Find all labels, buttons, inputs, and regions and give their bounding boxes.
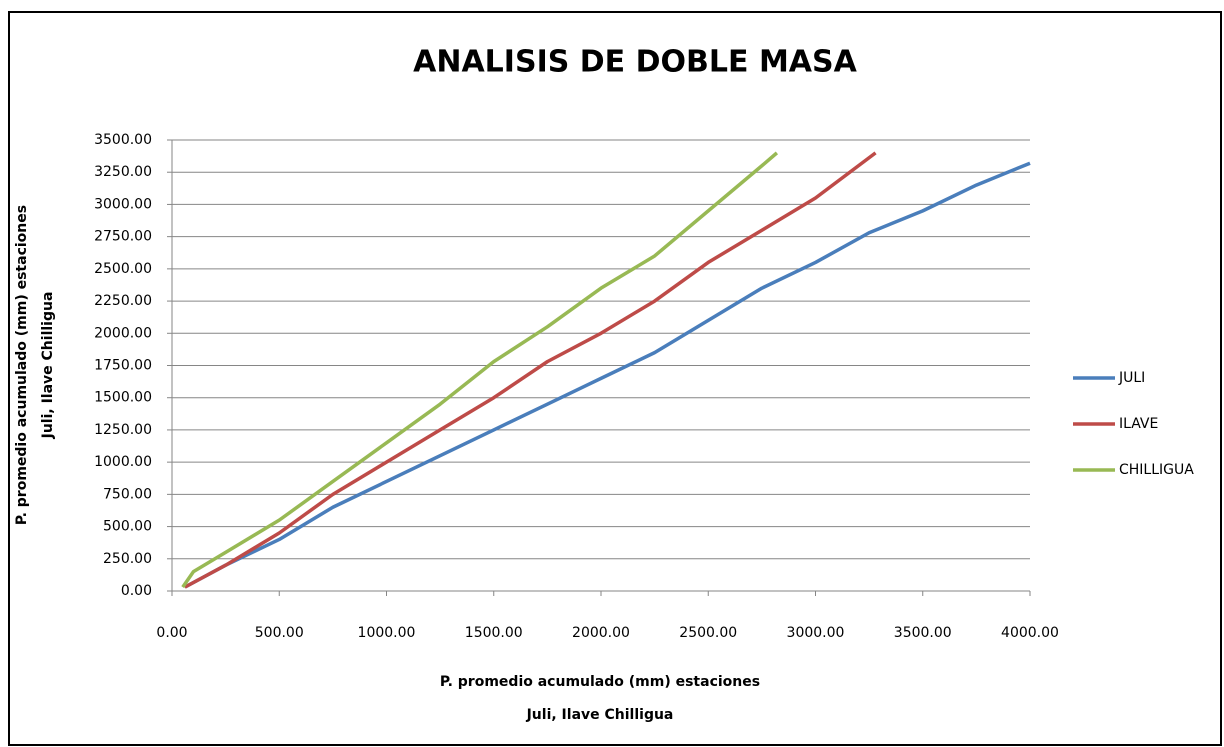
x-tick-label: 3000.00 <box>787 625 845 641</box>
y-tick-label: 2750.00 <box>94 229 152 245</box>
y-tick-label: 2500.00 <box>94 261 152 277</box>
legend-label: JULI <box>1118 370 1145 386</box>
series-line <box>184 151 877 589</box>
x-tick-label: 2000.00 <box>572 625 630 641</box>
chart-title: ANALISIS DE DOBLE MASA <box>413 45 857 80</box>
chart-frame <box>8 11 1222 746</box>
x-axis-title: P. promedio acumulado (mm) estaciones <box>440 674 760 690</box>
y-tick-label: 1750.00 <box>94 358 152 374</box>
y-tick-label: 750.00 <box>103 486 152 502</box>
x-tick-label: 0.00 <box>156 625 187 641</box>
x-tick-label: 3500.00 <box>894 625 952 641</box>
y-tick-label: 250.00 <box>103 551 152 567</box>
x-tick-label: 2500.00 <box>679 625 737 641</box>
y-axis-title: Juli, Ilave Chilligua <box>40 292 56 440</box>
y-tick-label: 500.00 <box>103 519 152 535</box>
legend-label: ILAVE <box>1119 416 1158 432</box>
y-tick-label: 2000.00 <box>94 325 152 341</box>
series-line <box>184 161 1031 589</box>
y-tick-label: 2250.00 <box>94 293 152 309</box>
y-tick-label: 3000.00 <box>94 196 152 212</box>
series-line <box>181 151 779 589</box>
x-tick-label: 500.00 <box>255 625 304 641</box>
x-tick-label: 1000.00 <box>358 625 416 641</box>
y-tick-label: 1250.00 <box>94 422 152 438</box>
y-tick-label: 0.00 <box>121 583 152 599</box>
y-tick-label: 3250.00 <box>94 164 152 180</box>
y-tick-label: 1000.00 <box>94 454 152 470</box>
y-axis-title: P. promedio acumulado (mm) estaciones <box>14 205 30 525</box>
legend-label: CHILLIGUA <box>1119 462 1194 478</box>
x-axis-title: Juli, Ilave Chilligua <box>526 707 674 723</box>
x-tick-label: 1500.00 <box>465 625 523 641</box>
y-tick-label: 1500.00 <box>94 390 152 406</box>
y-tick-label: 3500.00 <box>94 132 152 148</box>
x-tick-label: 4000.00 <box>1001 625 1059 641</box>
